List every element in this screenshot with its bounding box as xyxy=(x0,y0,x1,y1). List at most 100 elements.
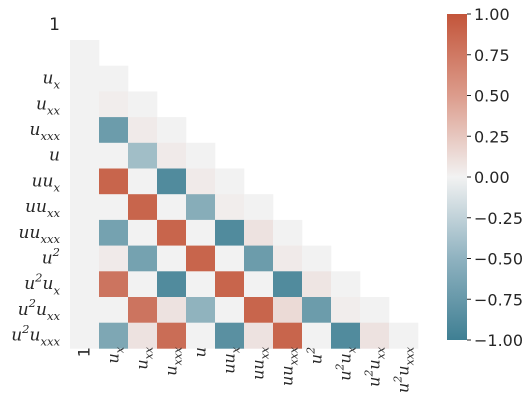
heatmap-cell xyxy=(157,271,187,298)
heatmap-cell xyxy=(302,271,332,298)
heatmap-cell xyxy=(70,142,100,169)
x-tick-label: ux xyxy=(104,347,127,363)
heatmap-cell xyxy=(157,245,187,272)
y-tick-label: uxxx xyxy=(30,120,61,143)
x-tick-label: uxx xyxy=(133,347,156,370)
colorbar-gradient xyxy=(447,14,467,340)
heatmap-cell xyxy=(389,322,419,349)
heatmap-cell xyxy=(273,271,303,298)
heatmap-cell xyxy=(215,271,245,298)
heatmap-cell xyxy=(99,194,129,221)
heatmap-cell xyxy=(157,117,187,144)
heatmap-cell xyxy=(128,168,158,195)
heatmap-cell xyxy=(186,322,216,349)
colorbar-tick-label: 0.50 xyxy=(474,87,510,106)
colorbar-tick-label: −0.50 xyxy=(474,250,523,269)
colorbar-tick-label: 0.25 xyxy=(474,127,510,146)
colorbar-tick-label: −0.75 xyxy=(474,290,523,309)
x-tick-label: 1 xyxy=(75,347,94,357)
heatmap-cell xyxy=(331,322,361,349)
heatmap-cell xyxy=(99,117,129,144)
heatmap-cells xyxy=(70,40,419,349)
heatmap-cell xyxy=(186,219,216,246)
x-tick-label: u2uxx xyxy=(362,347,387,387)
heatmap-cell xyxy=(99,322,129,349)
heatmap-cell xyxy=(215,322,245,349)
heatmap-cell xyxy=(157,219,187,246)
heatmap-cell xyxy=(128,91,158,118)
heatmap-cell xyxy=(215,168,245,195)
heatmap-cell xyxy=(70,297,100,323)
heatmap-cell xyxy=(215,297,245,323)
heatmap-cell xyxy=(157,322,187,349)
y-tick-label: uuxx xyxy=(25,197,60,220)
colorbar-tick-label: −1.00 xyxy=(474,331,523,350)
heatmap-cell xyxy=(273,297,303,323)
colorbar-ticks: 1.00 0.75 0.50 0.25 0.00 −0.25 −0.50 −0.75 −1.00 xyxy=(467,5,523,350)
heatmap-cell xyxy=(244,245,274,272)
heatmap-cell xyxy=(244,194,274,221)
heatmap-cell xyxy=(99,142,129,169)
heatmap-cell xyxy=(273,219,303,246)
heatmap-cell xyxy=(99,219,129,246)
heatmap-cell xyxy=(302,245,332,272)
heatmap-cell xyxy=(99,271,129,298)
heatmap-cell xyxy=(157,168,187,195)
colorbar-tick-label: −0.25 xyxy=(474,209,523,228)
heatmap-cell xyxy=(70,168,100,195)
heatmap-cell xyxy=(273,322,303,349)
heatmap-cell xyxy=(215,194,245,221)
heatmap-cell xyxy=(128,219,158,246)
heatmap-cell xyxy=(157,297,187,323)
y-tick-label: 1 xyxy=(49,15,60,35)
heatmap-cell xyxy=(128,142,158,169)
x-tick-label: uuxx xyxy=(249,347,272,380)
heatmap-cell xyxy=(70,194,100,221)
heatmap-cell xyxy=(99,297,129,323)
heatmap-cell xyxy=(302,322,332,349)
x-tick-label: uuxxx xyxy=(278,347,301,386)
heatmap-cell xyxy=(70,271,100,298)
heatmap-cell xyxy=(99,168,129,195)
heatmap-cell xyxy=(99,245,129,272)
heatmap-cell xyxy=(360,322,390,349)
heatmap-cell xyxy=(331,297,361,323)
x-tick-label: u2ux xyxy=(333,347,358,381)
x-tick-label: u xyxy=(191,347,210,357)
heatmap-cell xyxy=(128,245,158,272)
heatmap-cell xyxy=(215,245,245,272)
y-tick-label: u2uxx xyxy=(18,296,61,323)
heatmap-cell xyxy=(244,219,274,246)
heatmap-cell xyxy=(186,245,216,272)
heatmap-cell xyxy=(244,322,274,349)
heatmap-cell xyxy=(302,297,332,323)
heatmap-cell xyxy=(70,245,100,272)
heatmap-cell xyxy=(70,65,100,92)
heatmap-cell xyxy=(331,271,361,298)
colorbar-tick-label: 1.00 xyxy=(474,5,510,24)
y-tick-label: u2ux xyxy=(24,271,60,298)
y-tick-label: uxx xyxy=(36,94,60,117)
heatmap-cell xyxy=(128,297,158,323)
y-tick-label: u xyxy=(49,146,60,166)
heatmap-cell xyxy=(186,194,216,221)
x-tick-label: u2 xyxy=(304,347,325,364)
colorbar-tick-label: 0.75 xyxy=(474,46,510,65)
heatmap-cell xyxy=(186,168,216,195)
heatmap-cell xyxy=(99,91,129,118)
heatmap-cell xyxy=(70,322,100,349)
heatmap-cell xyxy=(215,219,245,246)
y-tick-label: u2 xyxy=(42,245,60,269)
heatmap-cell xyxy=(128,271,158,298)
heatmap-cell xyxy=(128,117,158,144)
heatmap-cell xyxy=(244,271,274,298)
heatmap-cell xyxy=(70,117,100,144)
heatmap-cell xyxy=(157,194,187,221)
heatmap-cell xyxy=(244,297,274,323)
y-tick-label: ux xyxy=(43,69,61,92)
colorbar xyxy=(447,14,467,340)
heatmap-cell xyxy=(128,322,158,349)
